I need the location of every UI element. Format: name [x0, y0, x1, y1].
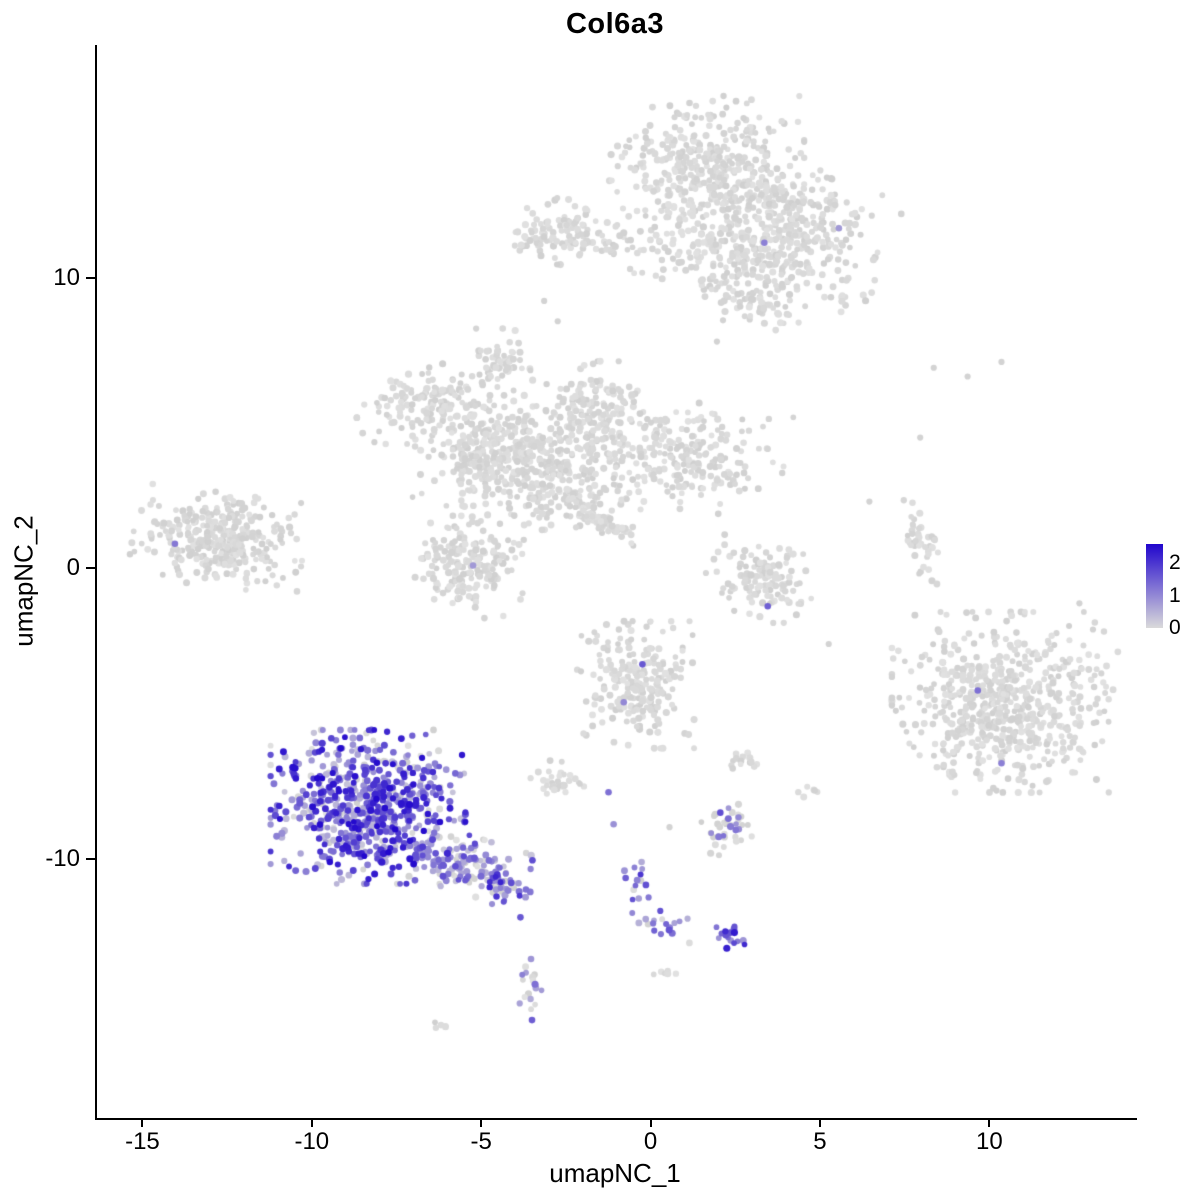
x-tick-label: -5: [470, 1128, 492, 1155]
x-tick-label: -15: [125, 1128, 160, 1155]
x-tick-label: 5: [813, 1128, 827, 1155]
x-tick-label: 0: [643, 1128, 658, 1155]
x-tick-mark: [818, 1118, 821, 1127]
legend-tick-label: 0: [1169, 616, 1181, 639]
y-tick-mark: [86, 567, 95, 570]
x-tick-mark: [649, 1118, 652, 1127]
y-tick-mark: [86, 858, 95, 861]
scatter-canvas: [97, 45, 1137, 1118]
y-axis-title: umapNC_2: [8, 515, 39, 647]
x-tick-mark: [480, 1118, 483, 1127]
plot-title: Col6a3: [565, 8, 665, 40]
legend-tick-label: 2: [1169, 551, 1181, 575]
y-tick-label: 10: [53, 263, 80, 291]
y-tick-label: 0: [66, 554, 80, 582]
x-tick-mark: [141, 1118, 144, 1127]
plot-area: [95, 45, 1137, 1120]
color-legend: 2 1 0: [1142, 538, 1200, 648]
x-tick-label: 10: [975, 1128, 1003, 1155]
x-axis-title: umapNC_1: [549, 1158, 681, 1188]
y-tick-mark: [86, 276, 95, 279]
x-tick-mark: [988, 1118, 991, 1127]
x-tick-mark: [310, 1118, 313, 1127]
x-tick-label: -10: [294, 1128, 330, 1155]
legend-tick-label: 1: [1169, 583, 1181, 607]
legend-gradient-bar: [1146, 544, 1163, 628]
y-tick-label: -10: [45, 845, 80, 873]
